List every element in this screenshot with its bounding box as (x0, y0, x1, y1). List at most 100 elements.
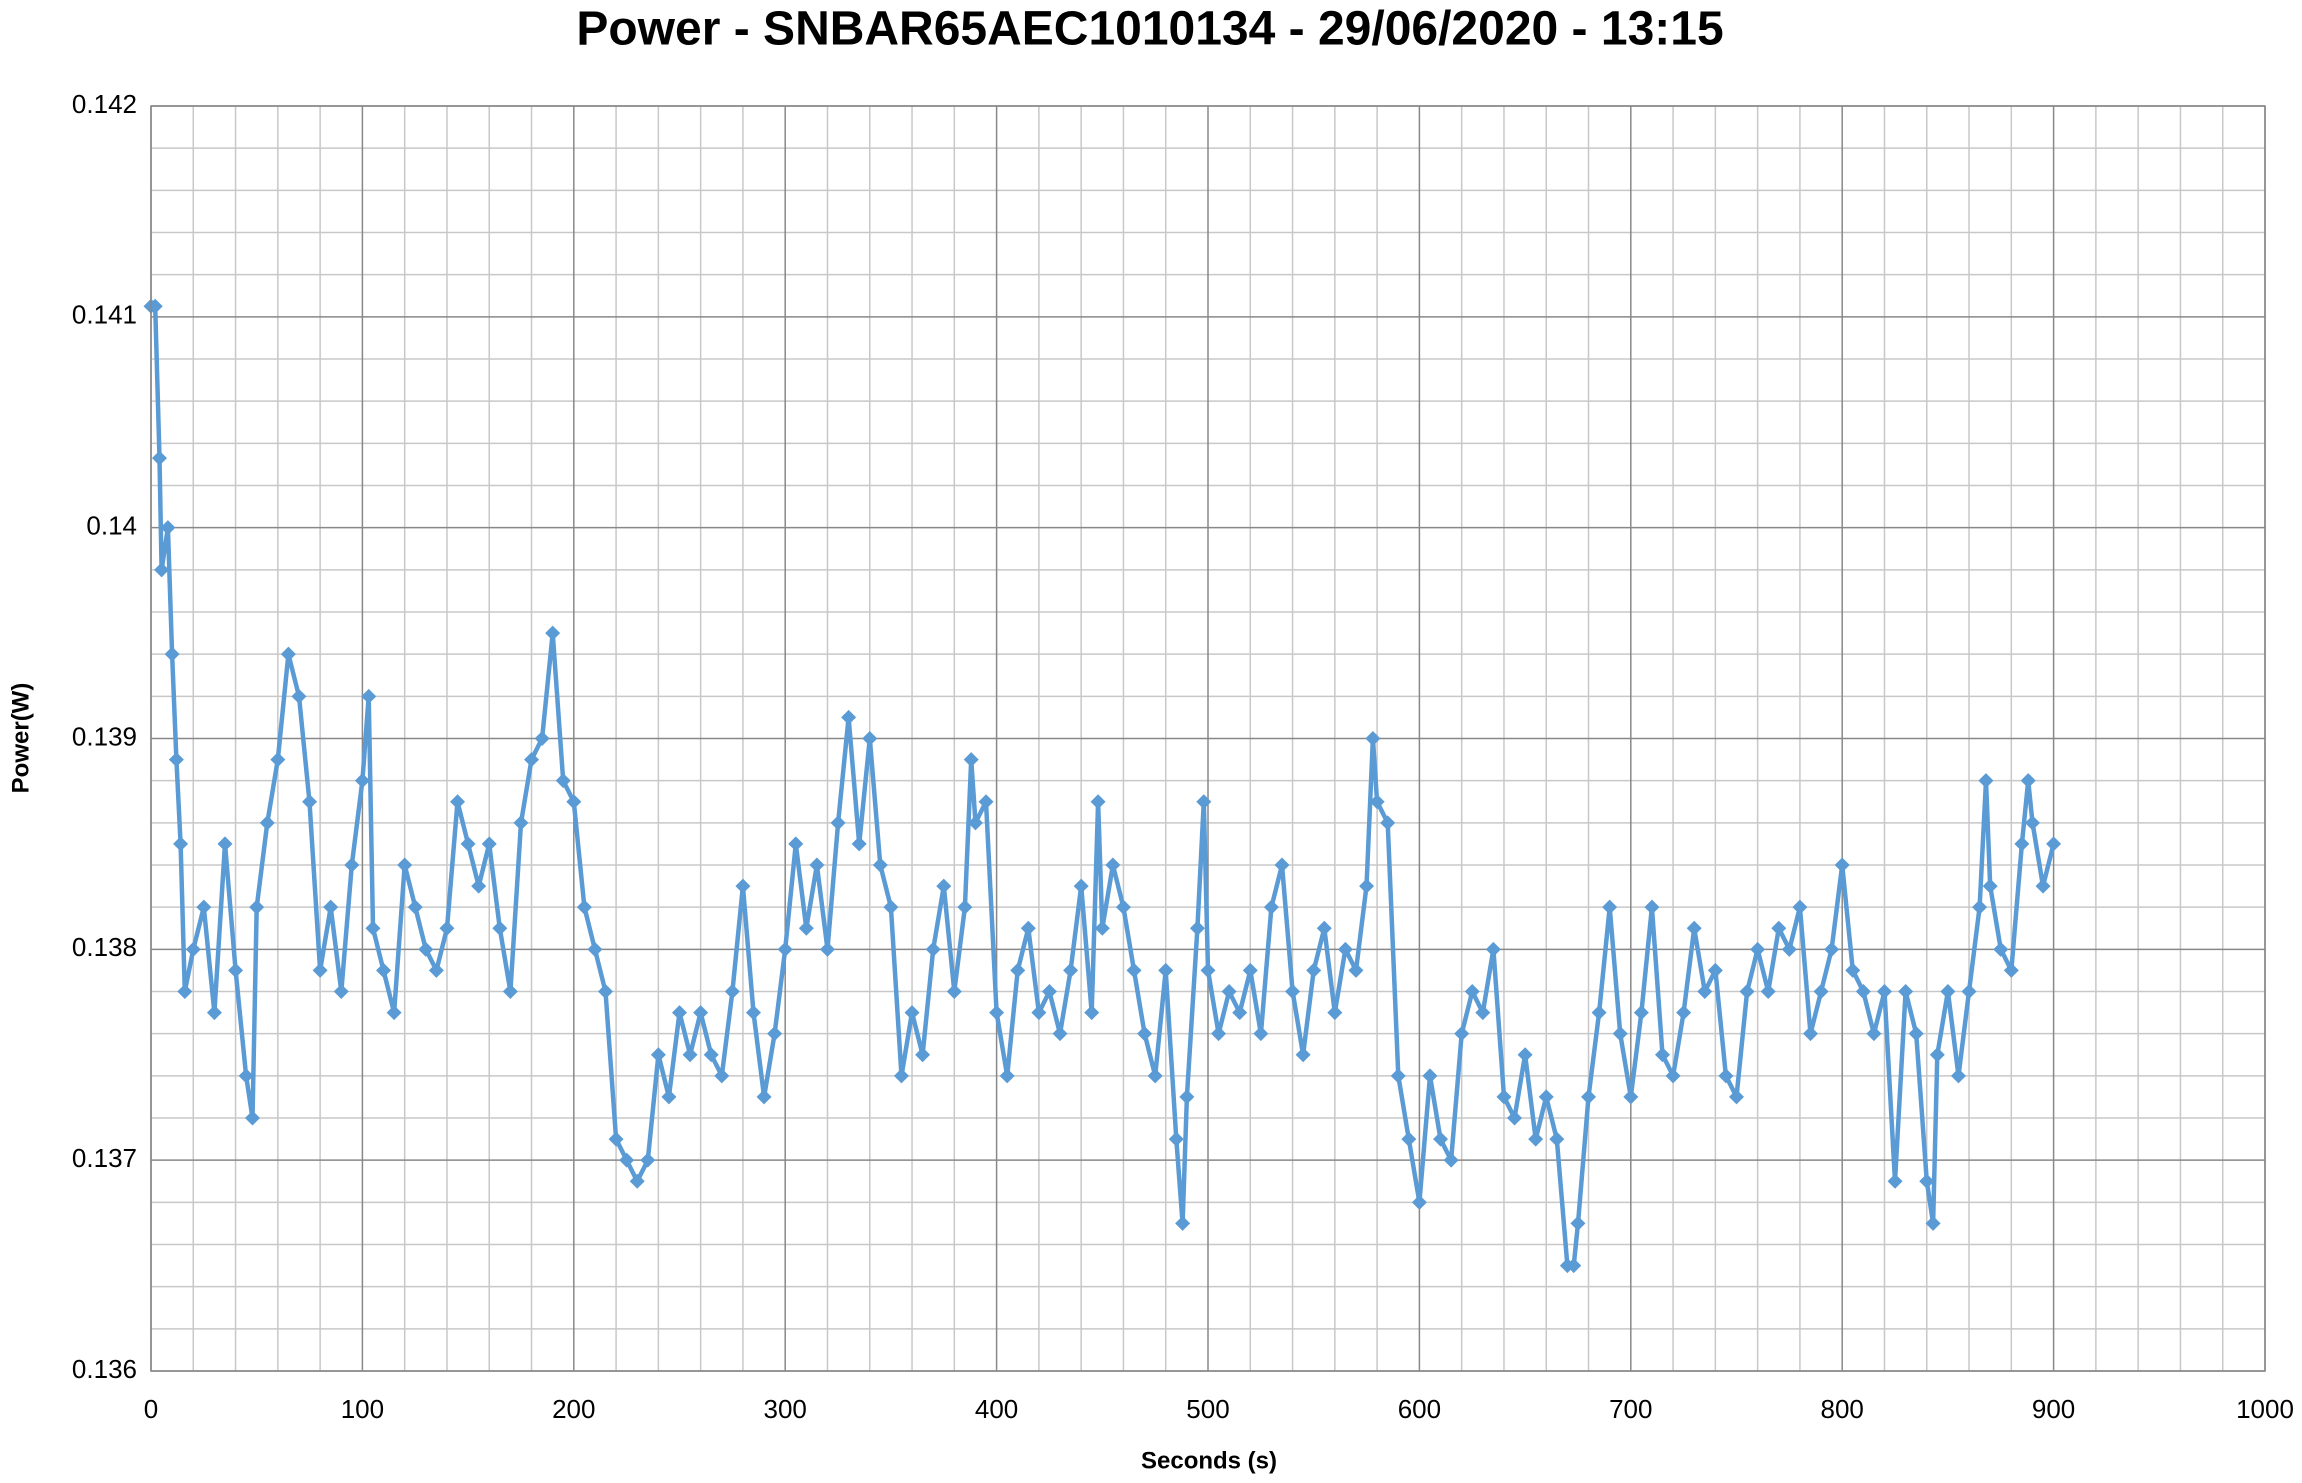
data-marker (819, 941, 835, 957)
data-marker (1232, 1005, 1248, 1021)
x-tick-label: 900 (2032, 1394, 2075, 1424)
data-marker (1443, 1152, 1459, 1168)
data-marker (1179, 1089, 1195, 1105)
data-marker (302, 794, 318, 810)
data-marker (1566, 1258, 1582, 1274)
data-marker (946, 984, 962, 999)
data-marker (967, 815, 983, 831)
data-marker (619, 1152, 635, 1168)
data-marker (1073, 878, 1089, 894)
data-marker (2020, 773, 2036, 789)
data-marker (1676, 1005, 1692, 1021)
data-marker (830, 815, 846, 831)
data-marker (1433, 1131, 1449, 1147)
data-marker (978, 794, 994, 810)
data-marker (756, 1089, 772, 1105)
data-marker (1655, 1047, 1671, 1063)
data-line (151, 304, 2056, 1268)
y-axis-title: Power(W) (7, 683, 34, 794)
data-marker (1665, 1068, 1681, 1084)
data-marker (344, 857, 360, 873)
plot-border (150, 105, 2266, 1372)
data-marker (1316, 920, 1332, 936)
data-marker (1200, 962, 1216, 978)
data-marker (1211, 1026, 1227, 1042)
data-marker (735, 878, 751, 894)
data-marker (809, 857, 825, 873)
data-marker (1063, 962, 1079, 978)
data-marker (291, 688, 307, 704)
data-marker (1929, 1047, 1945, 1063)
data-marker (1612, 1026, 1628, 1042)
data-marker (502, 984, 518, 999)
data-marker (471, 878, 487, 894)
data-marker (1052, 1026, 1068, 1042)
data-marker (545, 625, 561, 641)
y-tick-label: 0.137 (72, 1143, 137, 1173)
data-marker (1137, 1026, 1153, 1042)
data-marker (418, 941, 434, 957)
data-marker (788, 836, 804, 852)
data-marker (185, 941, 201, 957)
data-marker (1644, 899, 1660, 915)
data-marker (534, 731, 550, 746)
data-marker (1802, 1026, 1818, 1042)
data-marker (439, 920, 455, 936)
data-marker (2035, 878, 2051, 894)
data-marker (397, 857, 413, 873)
x-tick-label: 500 (1186, 1394, 1229, 1424)
data-marker (587, 941, 603, 957)
data-marker (333, 984, 349, 999)
data-marker (608, 1131, 624, 1147)
data-marker (841, 709, 857, 725)
data-marker (777, 941, 793, 957)
data-marker (2046, 836, 2062, 852)
data-marker (2024, 815, 2040, 831)
y-tick-label: 0.142 (72, 89, 137, 119)
data-marker (173, 836, 189, 852)
data-marker (1507, 1110, 1523, 1126)
data-marker (1253, 1026, 1269, 1042)
data-marker (672, 1005, 687, 1021)
data-marker (1158, 962, 1174, 978)
data-marker (1707, 962, 1723, 978)
data-marker (1475, 1005, 1491, 1021)
data-marker (661, 1089, 677, 1105)
data-marker (1422, 1068, 1438, 1084)
data-marker (576, 899, 592, 915)
data-marker (2003, 962, 2019, 978)
data-marker (1925, 1215, 1941, 1231)
data-marker (1126, 962, 1142, 978)
data-marker (629, 1173, 645, 1189)
y-tick-label: 0.138 (72, 932, 137, 962)
data-marker (492, 920, 508, 936)
data-marker (872, 857, 888, 873)
data-marker (1105, 857, 1121, 873)
data-marker (513, 815, 529, 831)
data-marker (650, 1047, 666, 1063)
data-marker (1115, 899, 1131, 915)
x-tick-label: 400 (975, 1394, 1018, 1424)
data-marker (323, 899, 339, 915)
data-marker (1834, 857, 1850, 873)
data-marker (1972, 899, 1988, 915)
data-marker (1147, 1068, 1163, 1084)
x-tick-label: 800 (1821, 1394, 1864, 1424)
data-marker (238, 1068, 254, 1084)
data-marker (1739, 984, 1755, 999)
data-marker (217, 836, 233, 852)
data-marker (1090, 794, 1106, 810)
x-tick-label: 0 (144, 1394, 158, 1424)
data-marker (407, 899, 423, 915)
data-marker (154, 562, 170, 578)
data-marker (1306, 962, 1322, 978)
data-marker (714, 1068, 730, 1084)
data-marker (151, 450, 167, 466)
data-marker (893, 1068, 909, 1084)
data-marker (1263, 899, 1279, 915)
data-marker (963, 752, 979, 768)
data-marker (598, 984, 614, 999)
y-tick-label: 0.141 (72, 300, 137, 330)
data-marker (724, 984, 740, 999)
data-marker (1084, 1005, 1100, 1021)
